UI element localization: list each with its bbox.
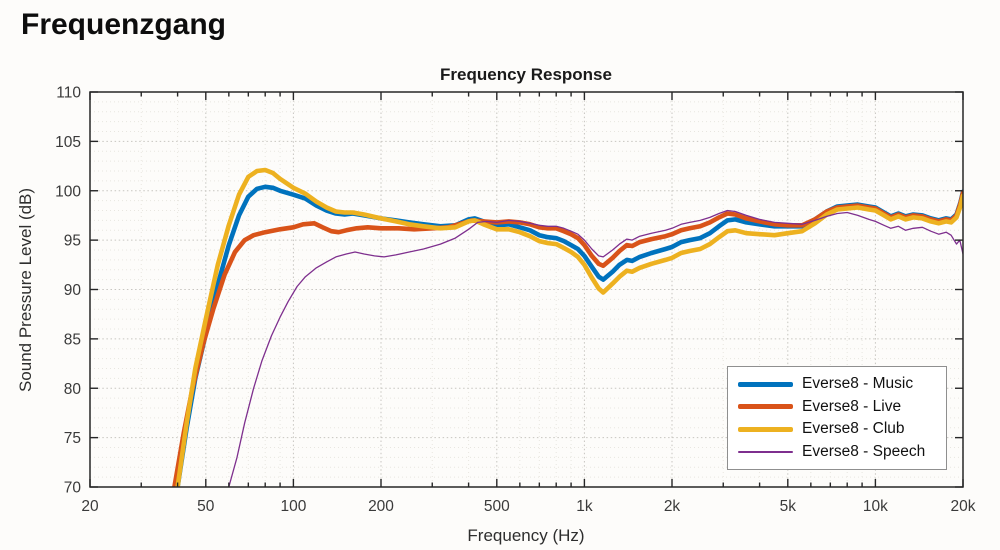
chart-legend: Everse8 - Music Everse8 - Live Everse8 - C… <box>727 366 947 470</box>
legend-entry-label: Everse8 - Speech <box>802 442 926 460</box>
series-lines <box>172 167 963 487</box>
y-axis-label: Sound Pressure Level (dB) <box>16 188 35 392</box>
x-tick-label: 10k <box>863 498 888 515</box>
y-tick-label: 95 <box>64 233 81 250</box>
legend-entry-everse8-club: Everse8 - Club <box>738 420 934 438</box>
y-tick-label: 100 <box>55 183 81 200</box>
legend-line-sample <box>738 404 793 410</box>
y-tick-label: 85 <box>64 331 81 348</box>
axes <box>89 91 964 488</box>
page-title: Frequenzgang <box>21 8 227 41</box>
y-tick-label: 70 <box>64 480 82 497</box>
y-tick-label: 110 <box>56 85 81 102</box>
legend-entry-label: Everse8 - Music <box>802 375 914 393</box>
y-tick-label: 105 <box>55 134 81 151</box>
legend-line-sample <box>738 426 793 432</box>
y-tick-label: 80 <box>64 381 82 398</box>
x-tick-label: 500 <box>484 498 510 515</box>
legend-entry-everse8-live: Everse8 - Live <box>738 398 934 416</box>
x-tick-label: 20k <box>951 498 976 515</box>
legend-entry-everse8-music: Everse8 - Music <box>738 375 934 393</box>
chart-title: Frequency Response <box>440 65 612 84</box>
y-tick-label: 90 <box>64 282 82 299</box>
series-line-everse8-speech <box>228 209 963 487</box>
x-tick-label: 20 <box>81 498 99 515</box>
x-tick-label: 200 <box>368 498 394 515</box>
y-tick-label: 75 <box>64 430 81 447</box>
legend-line-sample <box>738 450 793 453</box>
legend-entry-label: Everse8 - Live <box>802 397 902 415</box>
legend-entry-everse8-speech: Everse8 - Speech <box>738 443 934 461</box>
x-tick-label: 50 <box>197 498 215 515</box>
x-tick-label: 5k <box>780 498 797 515</box>
tick-labels: 20 50 100 200 500 1k 2k 5k 10k 20k 70 75 80 85 90 95 100… <box>55 85 976 516</box>
x-tick-label: 100 <box>280 498 306 515</box>
x-axis-label: Frequency (Hz) <box>467 526 584 545</box>
x-tick-label: 1k <box>576 498 593 515</box>
legend-line-sample <box>738 381 793 387</box>
legend-entry-label: Everse8 - Club <box>802 420 905 438</box>
series-line-everse8-club <box>175 167 963 487</box>
x-tick-label: 2k <box>664 498 681 515</box>
